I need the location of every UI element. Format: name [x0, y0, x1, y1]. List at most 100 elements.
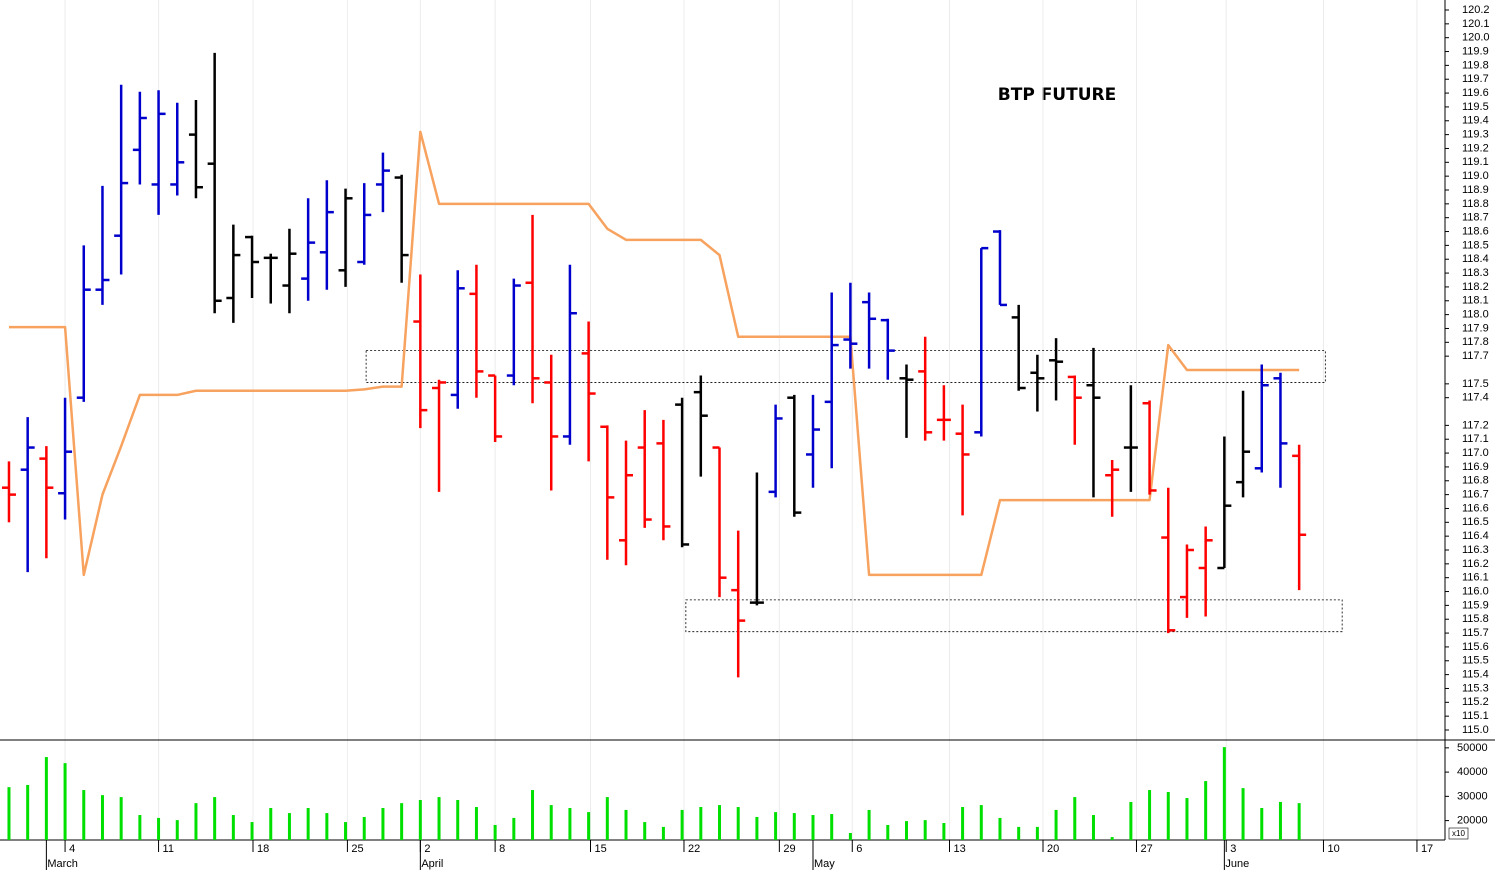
volume-bar — [1185, 798, 1189, 840]
volume-bar — [923, 820, 927, 840]
volume-bar — [1035, 826, 1039, 840]
y-tick-label: 119.3 — [1462, 129, 1489, 141]
volume-bar — [1110, 837, 1114, 840]
x-tick-label: 3 — [1230, 843, 1236, 855]
volume-bar — [175, 820, 179, 840]
y-tick-label: 118.2 — [1462, 281, 1489, 293]
volume-bar — [362, 816, 366, 840]
y-tick-label: 117.8 — [1462, 336, 1489, 348]
y-tick-label: 115.9 — [1462, 599, 1489, 611]
volume-bar — [157, 817, 161, 840]
volume-bar — [1054, 809, 1058, 840]
volume-bar — [736, 807, 740, 840]
volume-bar — [1073, 797, 1077, 840]
volume-bar — [792, 813, 796, 840]
volume-bar — [493, 824, 497, 840]
y-tick-label: 118.7 — [1462, 212, 1489, 224]
chart-title: BTP FUTURE — [998, 85, 1116, 105]
y-tick-label: 118.8 — [1462, 198, 1489, 210]
volume-bar — [82, 790, 86, 840]
unit-box — [1448, 827, 1469, 840]
y-tick-label: 119.2 — [1462, 142, 1489, 154]
volume-bar — [1129, 801, 1133, 840]
y-tick-label: 119.9 — [1462, 45, 1489, 57]
x-tick-label: 29 — [783, 843, 795, 855]
volume-bar — [774, 812, 778, 840]
y-tick-label: 115.5 — [1462, 655, 1489, 667]
y-tick-label: 116.2 — [1462, 558, 1489, 570]
y-tick-label: 116.9 — [1462, 461, 1489, 473]
volume-bar — [474, 807, 478, 840]
volume-bar — [1278, 801, 1282, 840]
y-tick-label: 116.0 — [1462, 585, 1489, 597]
volume-bar — [605, 797, 609, 840]
volume-tick-label: 20000 — [1457, 815, 1488, 827]
volume-bar — [325, 813, 329, 840]
volume-bar — [1017, 826, 1021, 840]
volume-bar — [381, 807, 385, 840]
zone — [685, 599, 1343, 633]
volume-unit: x10 — [1452, 829, 1465, 838]
y-tick-label: 119.4 — [1462, 115, 1489, 127]
y-tick-label: 115.0 — [1462, 724, 1489, 736]
y-tick-label: 117.0 — [1462, 447, 1489, 459]
y-tick-label: 115.2 — [1462, 696, 1489, 708]
y-tick-label: 119.5 — [1462, 101, 1489, 113]
volume-bar — [886, 824, 890, 840]
y-tick-label: 115.1 — [1462, 710, 1489, 722]
x-tick-label: 2 — [424, 843, 430, 855]
volume-bar — [100, 795, 104, 840]
volume-bar — [811, 815, 815, 840]
volume-tick-label: 40000 — [1457, 766, 1488, 778]
volume-bar — [643, 822, 647, 840]
volume-bar — [1241, 788, 1245, 840]
volume-bar — [306, 807, 310, 840]
x-tick-label: 17 — [1421, 843, 1433, 855]
volume-bar — [1091, 815, 1095, 840]
y-tick-label: 115.8 — [1462, 613, 1489, 625]
y-tick-label: 116.3 — [1462, 544, 1489, 556]
x-tick-label: 25 — [351, 843, 363, 855]
y-tick-label: 116.4 — [1462, 530, 1489, 542]
y-tick-label: 119.1 — [1462, 156, 1489, 168]
y-tick-label: 118.6 — [1462, 225, 1489, 237]
volume-bar — [119, 797, 123, 840]
volume-bar — [213, 797, 217, 840]
y-tick-label: 117.7 — [1462, 350, 1489, 362]
volume-bar — [512, 817, 516, 840]
volume-bar — [1148, 790, 1152, 840]
volume-bar — [418, 799, 422, 840]
month-label: May — [814, 858, 835, 870]
month-label: June — [1225, 858, 1249, 870]
volume-bar — [661, 826, 665, 840]
y-tick-label: 115.3 — [1462, 682, 1489, 694]
volume-tick-label: 30000 — [1457, 790, 1488, 802]
volume-bar — [287, 813, 291, 840]
volume-bar — [194, 803, 198, 840]
volume-bar — [587, 812, 591, 840]
volume-bar — [979, 805, 983, 840]
volume-bar — [904, 821, 908, 840]
volume-bar — [961, 807, 965, 840]
month-label: April — [421, 858, 443, 870]
x-tick-label: 4 — [69, 843, 75, 855]
y-tick-label: 120.1 — [1462, 18, 1490, 30]
y-tick-label: 117.4 — [1462, 392, 1489, 404]
volume-bar — [848, 832, 852, 840]
volume-bar — [344, 822, 348, 840]
y-tick-label: 115.7 — [1462, 627, 1489, 639]
zone — [365, 350, 1326, 383]
y-tick-label: 117.1 — [1462, 433, 1489, 445]
x-tick-label: 15 — [594, 843, 606, 855]
x-tick-label: 10 — [1327, 843, 1339, 855]
volume-bar — [1297, 803, 1301, 840]
x-tick-label: 11 — [163, 843, 174, 855]
x-tick-label: 27 — [1140, 843, 1152, 855]
y-tick-label: 116.1 — [1462, 572, 1489, 584]
y-tick-label: 117.5 — [1462, 378, 1489, 390]
volume-bar — [269, 807, 273, 840]
volume-bar — [755, 816, 759, 840]
y-tick-label: 119.7 — [1462, 73, 1489, 85]
volume-bar — [1204, 781, 1208, 840]
